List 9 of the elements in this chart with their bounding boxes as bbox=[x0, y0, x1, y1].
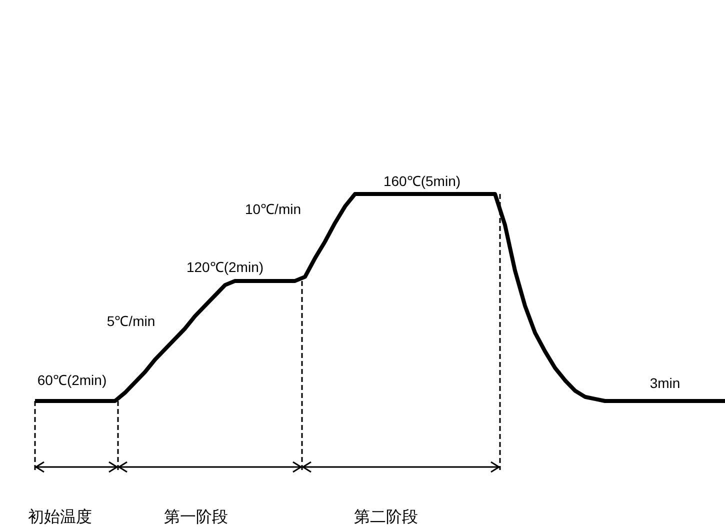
annotation: 10℃/min bbox=[244, 200, 302, 217]
annotation: 3min bbox=[650, 374, 680, 391]
annotation: 60℃(2min) bbox=[37, 372, 107, 388]
text: 160℃(5min) bbox=[383, 172, 461, 189]
annotation: 5℃/min bbox=[106, 312, 156, 329]
text: 第二阶段 bbox=[354, 507, 418, 526]
annotation: 120℃(2min) bbox=[186, 258, 264, 275]
text: 初始温度 bbox=[28, 507, 92, 526]
text: 第一阶段 bbox=[164, 507, 228, 526]
